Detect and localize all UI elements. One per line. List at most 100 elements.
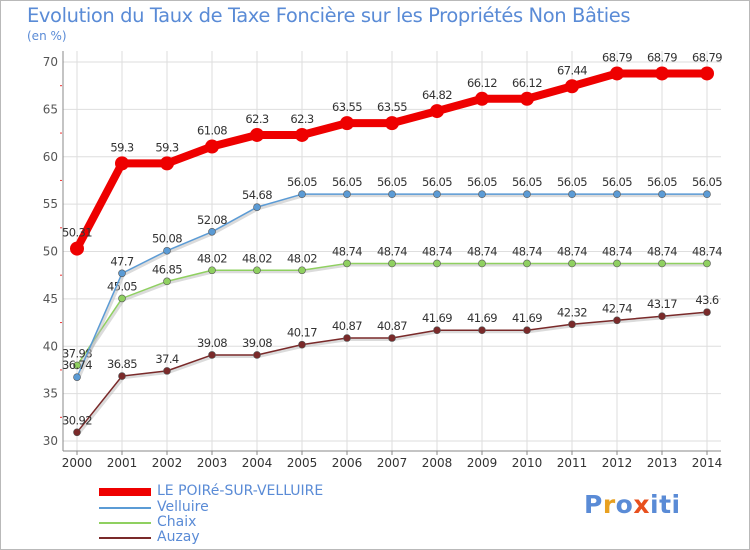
y-tick-label: 65 xyxy=(43,102,58,116)
data-point xyxy=(613,259,621,268)
x-tick-label: 2005 xyxy=(287,456,318,470)
data-point xyxy=(73,428,81,437)
data-point xyxy=(703,190,711,198)
data-label: 36.74 xyxy=(62,358,92,372)
y-tick-label: 30 xyxy=(43,434,58,448)
data-label: 62.3 xyxy=(245,112,268,126)
data-label: 47.7 xyxy=(110,254,133,268)
data-label: 48.74 xyxy=(557,244,587,258)
data-label: 56.05 xyxy=(287,175,317,189)
data-label: 68.79 xyxy=(647,50,677,64)
data-label: 48.74 xyxy=(467,244,497,258)
data-label: 63.55 xyxy=(377,100,407,114)
data-label: 59.3 xyxy=(155,140,178,154)
data-label: 59.3 xyxy=(110,140,133,154)
data-point xyxy=(478,259,486,268)
data-point xyxy=(433,190,441,198)
y-tick-label: 50 xyxy=(43,245,58,259)
x-tick-label: 2011 xyxy=(557,456,588,470)
proxiti-logo: Proxiti xyxy=(584,490,681,519)
data-label: 41.69 xyxy=(512,311,542,325)
data-label: 30.92 xyxy=(62,413,92,427)
x-tick-label: 2000 xyxy=(62,456,93,470)
data-point xyxy=(163,277,171,286)
data-point xyxy=(70,241,84,256)
data-label: 54.68 xyxy=(242,188,272,202)
data-label: 43.6 xyxy=(695,293,718,307)
chart-title: Evolution du Taux de Taxe Foncière sur l… xyxy=(27,4,631,27)
data-point xyxy=(703,259,711,268)
data-point xyxy=(658,259,666,268)
x-tick-label: 2010 xyxy=(512,456,543,470)
data-point xyxy=(118,269,126,278)
data-label: 46.85 xyxy=(152,262,182,276)
x-tick-label: 2006 xyxy=(332,456,363,470)
legend-swatch xyxy=(99,507,151,509)
data-point xyxy=(655,66,669,81)
data-label: 66.12 xyxy=(467,76,497,90)
data-point xyxy=(388,190,396,198)
data-label: 56.05 xyxy=(692,175,722,189)
y-tick-label: 60 xyxy=(43,150,58,164)
data-point xyxy=(523,259,531,268)
legend-label: Auzay xyxy=(157,529,200,545)
data-label: 63.55 xyxy=(332,100,362,114)
data-label: 68.79 xyxy=(692,50,722,64)
data-point xyxy=(613,190,621,198)
data-label: 48.74 xyxy=(422,244,452,258)
data-label: 67.44 xyxy=(557,63,587,77)
data-point xyxy=(388,259,396,268)
data-point xyxy=(523,190,531,198)
x-tick-label: 2013 xyxy=(647,456,678,470)
data-label: 56.05 xyxy=(512,175,542,189)
data-label: 43.17 xyxy=(647,297,677,311)
data-point xyxy=(343,190,351,198)
y-tick-label: 45 xyxy=(43,292,58,306)
x-tick-label: 2001 xyxy=(107,456,138,470)
data-point xyxy=(523,326,531,335)
data-label: 50.08 xyxy=(152,232,182,246)
y-tick-label: 55 xyxy=(43,197,58,211)
data-point xyxy=(163,246,171,255)
data-point xyxy=(163,367,171,375)
data-point xyxy=(118,294,126,303)
logo-letter: i xyxy=(671,490,681,519)
x-tick-label: 2003 xyxy=(197,456,228,470)
x-tick-label: 2004 xyxy=(242,456,273,470)
x-tick-label: 2007 xyxy=(377,456,408,470)
y-tick-label: 35 xyxy=(43,387,58,401)
x-tick-label: 2014 xyxy=(692,456,723,470)
data-point xyxy=(340,116,354,131)
data-label: 37.4 xyxy=(155,352,178,366)
data-label: 50.31 xyxy=(62,226,92,240)
data-label: 39.08 xyxy=(197,336,227,350)
data-label: 48.74 xyxy=(647,244,677,258)
data-label: 62.3 xyxy=(290,112,313,126)
data-label: 42.32 xyxy=(557,305,587,319)
legend-label: Chaix xyxy=(157,514,197,530)
data-point xyxy=(160,156,174,171)
data-point xyxy=(73,373,81,381)
logo-letter: i xyxy=(650,490,660,519)
x-tick-label: 2012 xyxy=(602,456,633,470)
logo-letter: o xyxy=(615,490,634,519)
data-label: 41.69 xyxy=(467,311,497,325)
data-label: 48.74 xyxy=(332,244,362,258)
data-point xyxy=(478,326,486,335)
data-label: 41.69 xyxy=(422,311,452,325)
data-point xyxy=(253,266,261,275)
data-label: 56.05 xyxy=(647,175,677,189)
legend-swatch xyxy=(99,488,151,496)
data-label: 64.82 xyxy=(422,88,452,102)
x-tick-label: 2002 xyxy=(152,456,183,470)
data-point xyxy=(430,104,444,119)
data-label: 40.87 xyxy=(332,319,362,333)
logo-letter: P xyxy=(584,490,603,519)
data-point xyxy=(388,334,396,342)
data-point xyxy=(250,127,264,142)
data-point xyxy=(658,312,666,321)
x-tick-label: 2009 xyxy=(467,456,498,470)
data-point xyxy=(658,190,666,198)
